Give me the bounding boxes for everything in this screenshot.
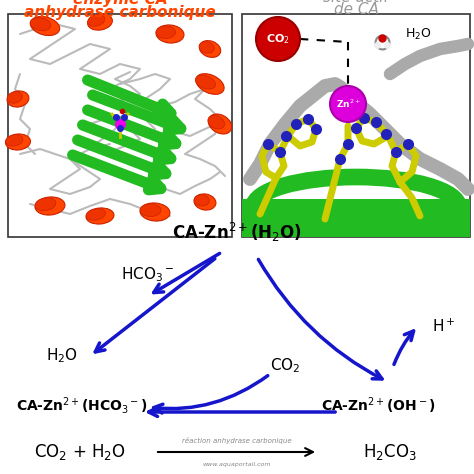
Ellipse shape: [194, 195, 210, 206]
Text: www.aquaportail.com: www.aquaportail.com: [203, 462, 271, 467]
Bar: [242, 199, 470, 237]
Ellipse shape: [156, 25, 184, 43]
Ellipse shape: [199, 42, 214, 53]
Ellipse shape: [140, 203, 170, 221]
Text: CA-Zn$^{2+}$(OH$^-$): CA-Zn$^{2+}$(OH$^-$): [321, 395, 435, 416]
Circle shape: [330, 86, 366, 122]
Ellipse shape: [35, 197, 65, 215]
Ellipse shape: [86, 208, 114, 224]
Text: H$_2$CO$_3$: H$_2$CO$_3$: [363, 442, 417, 462]
Ellipse shape: [6, 135, 23, 146]
Text: CO$_2$: CO$_2$: [270, 356, 300, 375]
Ellipse shape: [86, 209, 106, 220]
Ellipse shape: [140, 204, 161, 217]
Ellipse shape: [196, 73, 224, 94]
Ellipse shape: [194, 194, 216, 210]
Ellipse shape: [156, 26, 175, 38]
Text: CO$_2$ + H$_2$O: CO$_2$ + H$_2$O: [34, 442, 126, 462]
Text: CA-Zn$^{2+}$(H$_2$O): CA-Zn$^{2+}$(H$_2$O): [172, 221, 302, 244]
Text: CA-Zn$^{2+}$(HCO$_3$$^-$): CA-Zn$^{2+}$(HCO$_3$$^-$): [16, 395, 148, 416]
Text: anhydrase carbonique: anhydrase carbonique: [24, 5, 216, 20]
Ellipse shape: [88, 15, 105, 26]
Text: CO$_2$: CO$_2$: [266, 32, 290, 46]
Ellipse shape: [7, 91, 22, 103]
Text: Zn$^{2+}$: Zn$^{2+}$: [336, 98, 360, 110]
Circle shape: [256, 17, 300, 61]
Bar: [242, 14, 470, 237]
Ellipse shape: [199, 41, 221, 57]
Text: enzyme CA: enzyme CA: [73, 0, 167, 7]
Ellipse shape: [30, 17, 60, 36]
Ellipse shape: [30, 18, 51, 31]
Text: H$^+$: H$^+$: [432, 318, 456, 335]
Text: HCO$_3$$^-$: HCO$_3$$^-$: [121, 265, 175, 284]
Ellipse shape: [208, 114, 232, 134]
Ellipse shape: [6, 134, 30, 150]
Text: site actif: site actif: [323, 0, 389, 5]
Ellipse shape: [208, 115, 225, 129]
Text: de CA: de CA: [334, 2, 378, 17]
Text: H$_2$O: H$_2$O: [405, 27, 431, 42]
Ellipse shape: [35, 198, 56, 210]
Bar: [8, 14, 232, 237]
Ellipse shape: [7, 91, 29, 107]
Ellipse shape: [88, 14, 112, 30]
Text: réaction anhydrase carbonique: réaction anhydrase carbonique: [182, 437, 292, 444]
Text: H$_2$O: H$_2$O: [46, 346, 78, 365]
Ellipse shape: [195, 75, 216, 89]
